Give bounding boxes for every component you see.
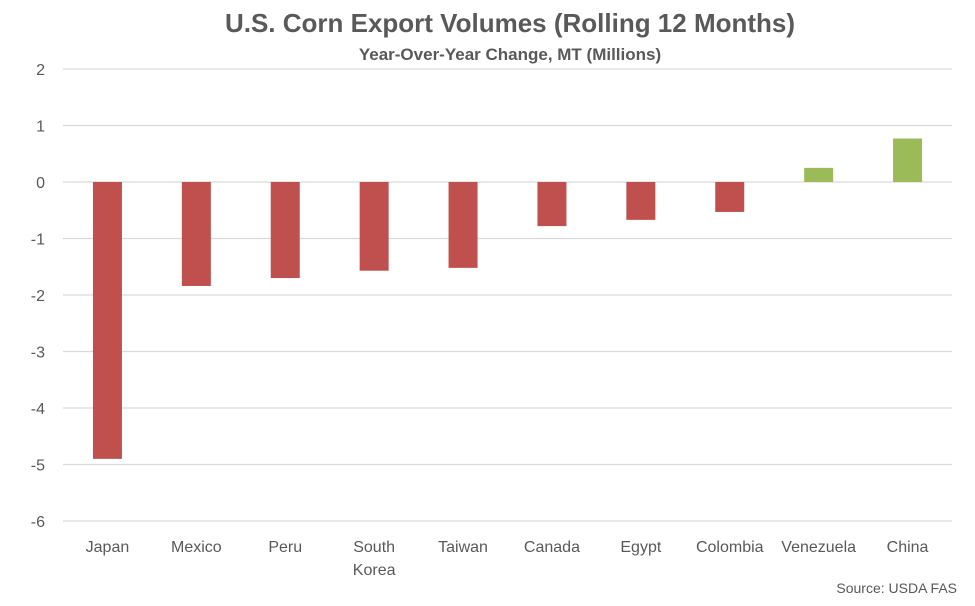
y-tick-label: -4 (31, 401, 45, 418)
x-tick-label: Taiwan (438, 539, 488, 556)
bar (893, 138, 923, 182)
chart-title: U.S. Corn Export Volumes (Rolling 12 Mon… (225, 8, 795, 38)
bar (715, 182, 745, 212)
y-tick-label: -2 (31, 288, 45, 305)
x-tick-label: China (887, 539, 929, 556)
bar (359, 182, 389, 271)
x-tick-label: Canada (524, 539, 580, 556)
bar (537, 182, 567, 227)
y-tick-label: 0 (36, 175, 45, 192)
bar (804, 167, 834, 182)
gridlines (63, 68, 952, 522)
x-tick-label: Venezuela (781, 539, 856, 556)
bar (92, 182, 122, 459)
x-tick-label: Mexico (171, 539, 222, 556)
y-tick-label: -6 (31, 514, 45, 531)
bar (626, 182, 656, 220)
x-tick-label: Egypt (620, 539, 661, 556)
bars (92, 138, 923, 459)
x-tick-label: Colombia (696, 539, 764, 556)
bar (270, 182, 300, 279)
x-axis-labels: Japan Mexico Peru South Korea Taiwan Canada Egy… (86, 539, 929, 579)
source-note: Source: USDA FAS (836, 580, 957, 596)
x-tick-label: Korea (353, 562, 396, 579)
x-tick-label: Japan (86, 539, 130, 556)
chart-subtitle: Year-Over-Year Change, MT (Millions) (359, 45, 661, 64)
y-tick-label: 1 (36, 119, 45, 136)
y-axis-ticks: 2 1 0 -1 -2 -3 -4 -5 -6 (31, 62, 45, 531)
bar (181, 182, 211, 286)
bar (448, 182, 478, 268)
x-tick-label: Peru (268, 539, 302, 556)
x-tick-label: South (353, 539, 395, 556)
y-tick-label: -1 (31, 232, 45, 249)
y-tick-label: -5 (31, 458, 45, 475)
y-tick-label: -3 (31, 345, 45, 362)
y-tick-label: 2 (36, 62, 45, 79)
